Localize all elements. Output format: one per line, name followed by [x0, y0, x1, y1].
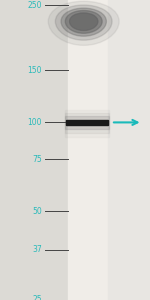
Bar [65, 113, 109, 133]
Ellipse shape [70, 13, 98, 30]
Ellipse shape [61, 8, 106, 36]
Bar [66, 120, 108, 125]
Bar [68, 0, 108, 300]
Ellipse shape [48, 1, 119, 45]
Bar [65, 116, 109, 129]
Ellipse shape [65, 11, 102, 33]
Text: 37: 37 [32, 245, 42, 254]
Text: 75: 75 [32, 155, 42, 164]
Text: 150: 150 [27, 66, 42, 75]
Ellipse shape [55, 5, 112, 40]
Text: 250: 250 [27, 1, 42, 10]
Text: 100: 100 [27, 118, 42, 127]
Bar [0, 0, 68, 300]
Bar [65, 110, 109, 137]
Text: 25: 25 [32, 296, 42, 300]
Bar [108, 0, 150, 300]
Text: 50: 50 [32, 207, 42, 216]
